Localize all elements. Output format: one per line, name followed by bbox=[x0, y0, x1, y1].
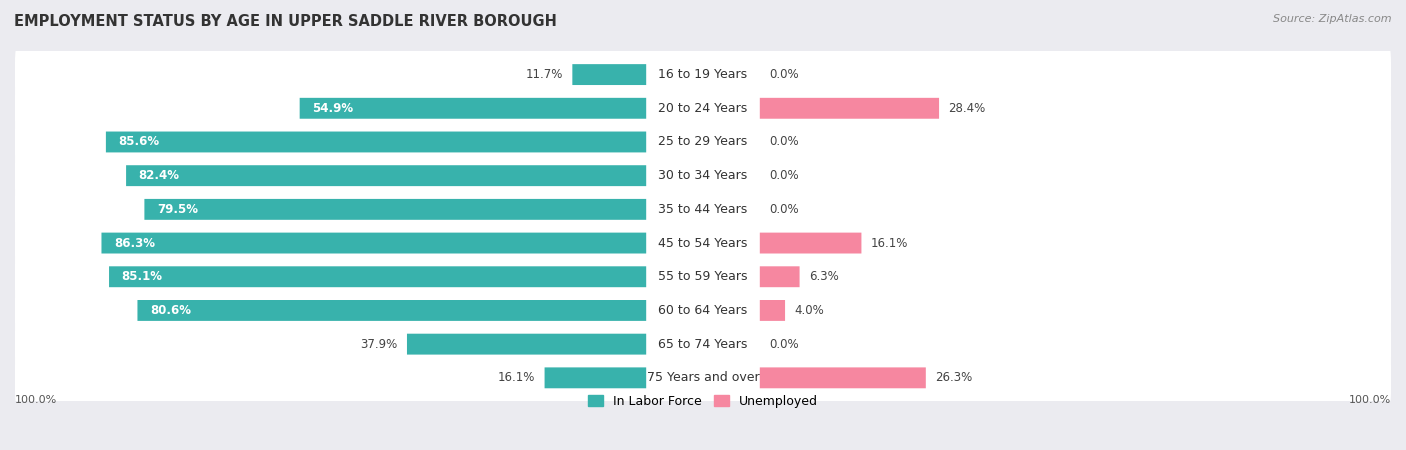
FancyBboxPatch shape bbox=[15, 180, 1391, 238]
Text: 30 to 34 Years: 30 to 34 Years bbox=[658, 169, 748, 182]
FancyBboxPatch shape bbox=[15, 112, 1391, 171]
Text: 45 to 54 Years: 45 to 54 Years bbox=[658, 237, 748, 250]
Text: 100.0%: 100.0% bbox=[1348, 395, 1391, 405]
Text: 60 to 64 Years: 60 to 64 Years bbox=[658, 304, 748, 317]
FancyBboxPatch shape bbox=[652, 324, 754, 364]
FancyBboxPatch shape bbox=[759, 98, 939, 119]
FancyBboxPatch shape bbox=[127, 165, 647, 186]
Text: 85.6%: 85.6% bbox=[118, 135, 160, 148]
FancyBboxPatch shape bbox=[406, 334, 647, 355]
Text: 16.1%: 16.1% bbox=[870, 237, 908, 250]
FancyBboxPatch shape bbox=[110, 266, 647, 287]
FancyBboxPatch shape bbox=[759, 266, 800, 287]
FancyBboxPatch shape bbox=[15, 248, 1391, 306]
Text: 0.0%: 0.0% bbox=[769, 135, 799, 148]
FancyBboxPatch shape bbox=[15, 146, 1391, 205]
FancyBboxPatch shape bbox=[652, 224, 754, 262]
Text: 20 to 24 Years: 20 to 24 Years bbox=[658, 102, 748, 115]
FancyBboxPatch shape bbox=[15, 348, 1391, 407]
Text: 4.0%: 4.0% bbox=[794, 304, 824, 317]
FancyBboxPatch shape bbox=[15, 45, 1391, 104]
Text: 25 to 29 Years: 25 to 29 Years bbox=[658, 135, 748, 148]
Text: 11.7%: 11.7% bbox=[526, 68, 562, 81]
Text: 85.1%: 85.1% bbox=[122, 270, 163, 283]
FancyBboxPatch shape bbox=[15, 79, 1391, 138]
Text: 86.3%: 86.3% bbox=[114, 237, 155, 250]
Text: 54.9%: 54.9% bbox=[312, 102, 353, 115]
FancyBboxPatch shape bbox=[105, 131, 647, 153]
FancyBboxPatch shape bbox=[652, 156, 754, 195]
Text: 26.3%: 26.3% bbox=[935, 371, 973, 384]
FancyBboxPatch shape bbox=[652, 122, 754, 162]
FancyBboxPatch shape bbox=[544, 367, 647, 388]
FancyBboxPatch shape bbox=[759, 367, 925, 388]
Text: 16 to 19 Years: 16 to 19 Years bbox=[658, 68, 748, 81]
FancyBboxPatch shape bbox=[652, 89, 754, 128]
Text: 0.0%: 0.0% bbox=[769, 203, 799, 216]
Text: 0.0%: 0.0% bbox=[769, 68, 799, 81]
FancyBboxPatch shape bbox=[572, 64, 647, 85]
Legend: In Labor Force, Unemployed: In Labor Force, Unemployed bbox=[583, 390, 823, 413]
FancyBboxPatch shape bbox=[652, 55, 754, 94]
Text: 80.6%: 80.6% bbox=[150, 304, 191, 317]
FancyBboxPatch shape bbox=[15, 315, 1391, 374]
Text: 65 to 74 Years: 65 to 74 Years bbox=[658, 338, 748, 351]
Text: 0.0%: 0.0% bbox=[769, 169, 799, 182]
Text: EMPLOYMENT STATUS BY AGE IN UPPER SADDLE RIVER BOROUGH: EMPLOYMENT STATUS BY AGE IN UPPER SADDLE… bbox=[14, 14, 557, 28]
FancyBboxPatch shape bbox=[652, 291, 754, 330]
Text: 37.9%: 37.9% bbox=[360, 338, 398, 351]
FancyBboxPatch shape bbox=[15, 214, 1391, 272]
Text: 79.5%: 79.5% bbox=[157, 203, 198, 216]
Text: 6.3%: 6.3% bbox=[808, 270, 839, 283]
FancyBboxPatch shape bbox=[759, 233, 862, 253]
FancyBboxPatch shape bbox=[145, 199, 647, 220]
FancyBboxPatch shape bbox=[652, 257, 754, 296]
FancyBboxPatch shape bbox=[101, 233, 647, 253]
FancyBboxPatch shape bbox=[299, 98, 647, 119]
Text: 82.4%: 82.4% bbox=[139, 169, 180, 182]
Text: 35 to 44 Years: 35 to 44 Years bbox=[658, 203, 748, 216]
Text: 16.1%: 16.1% bbox=[498, 371, 536, 384]
Text: Source: ZipAtlas.com: Source: ZipAtlas.com bbox=[1274, 14, 1392, 23]
Text: 28.4%: 28.4% bbox=[949, 102, 986, 115]
FancyBboxPatch shape bbox=[138, 300, 647, 321]
Text: 0.0%: 0.0% bbox=[769, 338, 799, 351]
FancyBboxPatch shape bbox=[652, 190, 754, 229]
Text: 55 to 59 Years: 55 to 59 Years bbox=[658, 270, 748, 283]
Text: 100.0%: 100.0% bbox=[15, 395, 58, 405]
FancyBboxPatch shape bbox=[15, 281, 1391, 340]
FancyBboxPatch shape bbox=[759, 300, 785, 321]
FancyBboxPatch shape bbox=[652, 358, 754, 397]
Text: 75 Years and over: 75 Years and over bbox=[647, 371, 759, 384]
